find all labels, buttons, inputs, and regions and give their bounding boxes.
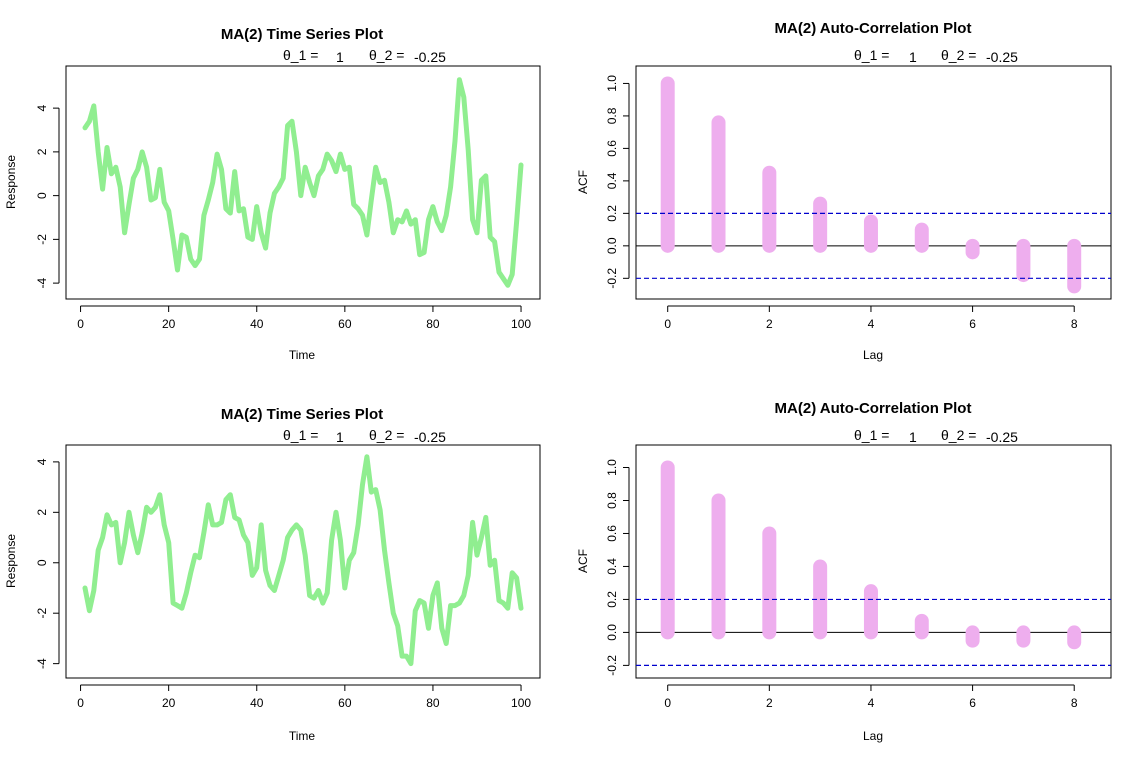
- y-tick-label: 0.0: [605, 237, 619, 254]
- y-tick-label: 0: [35, 559, 49, 566]
- x-tick-label: 40: [250, 696, 264, 710]
- y-tick-label: 2: [35, 148, 49, 155]
- y-axis-label: Response: [4, 155, 18, 209]
- plot-frame: [65, 65, 541, 300]
- y-tick-label: -4: [35, 658, 49, 669]
- y-axis-label: ACF: [576, 549, 590, 573]
- y-tick-label: -2: [35, 608, 49, 619]
- x-axis: 0 2 4 6 8: [664, 684, 1078, 710]
- y-axis: -4 -2 0 2 4: [35, 104, 60, 288]
- y-axis-label: Response: [4, 534, 18, 588]
- x-axis: 0 20 40 60 80 100: [77, 684, 531, 710]
- y-tick-label: 0.2: [605, 205, 619, 222]
- chart-title: MA(2) Auto-Correlation Plot: [775, 20, 972, 37]
- y-tick-label: 1.0: [605, 459, 619, 476]
- y-tick-label: 4: [35, 104, 49, 111]
- theta2-label: θ_2 =: [369, 427, 404, 443]
- y-tick-label: 0.8: [605, 107, 619, 124]
- x-axis-label: Time: [289, 729, 316, 743]
- y-tick-label: -0.2: [605, 268, 619, 289]
- y-tick-label: 0.0: [605, 624, 619, 641]
- x-tick-label: 0: [664, 317, 671, 331]
- acf-plot-bottom: MA(2) Auto-Correlation Plot θ_1 = 1 θ_2 …: [576, 400, 1112, 743]
- series-line: [82, 77, 524, 288]
- theta2-value: -0.25: [986, 429, 1018, 445]
- x-tick-label: 20: [162, 696, 176, 710]
- x-tick-label: 4: [868, 696, 875, 710]
- theta2-label: θ_2 =: [941, 47, 976, 63]
- x-tick-label: 60: [338, 696, 352, 710]
- theta2-value: -0.25: [414, 49, 446, 65]
- y-tick-label: 2: [35, 509, 49, 516]
- x-tick-label: 0: [664, 696, 671, 710]
- theta1-label: θ_1 =: [854, 427, 889, 443]
- x-axis-label: Lag: [863, 348, 883, 362]
- x-tick-label: 0: [77, 696, 84, 710]
- theta1-label: θ_1 =: [283, 427, 318, 443]
- theta2-value: -0.25: [986, 49, 1018, 65]
- y-tick-label: 0.4: [605, 558, 619, 575]
- x-tick-label: 2: [766, 696, 773, 710]
- y-tick-label: 0.6: [605, 140, 619, 157]
- series-polyline: [82, 454, 524, 667]
- y-tick-label: 0.4: [605, 172, 619, 189]
- chart-title: MA(2) Time Series Plot: [221, 406, 383, 423]
- x-tick-label: 100: [511, 696, 531, 710]
- y-tick-label: 4: [35, 458, 49, 465]
- y-tick-label: -4: [35, 277, 49, 288]
- plot-frame: [65, 444, 541, 679]
- series-line: [82, 454, 524, 667]
- theta1-value: 1: [909, 429, 917, 445]
- x-tick-label: 40: [250, 317, 264, 331]
- y-axis: -4 -2 0 2 4: [35, 458, 60, 669]
- x-tick-label: 80: [426, 317, 440, 331]
- x-tick-label: 100: [511, 317, 531, 331]
- acf-bars: [636, 460, 1111, 666]
- y-tick-label: 1.0: [605, 75, 619, 92]
- x-tick-label: 6: [969, 696, 976, 710]
- theta1-label: θ_1 =: [283, 47, 318, 63]
- theta2-value: -0.25: [414, 429, 446, 445]
- y-tick-label: -0.2: [605, 655, 619, 676]
- x-tick-label: 6: [969, 317, 976, 331]
- x-tick-label: 80: [426, 696, 440, 710]
- x-tick-label: 20: [162, 317, 176, 331]
- plot-frame: [635, 444, 1112, 679]
- x-axis: 0 20 40 60 80 100: [77, 305, 531, 331]
- x-axis: 0 2 4 6 8: [664, 305, 1078, 331]
- y-tick-label: 0.6: [605, 525, 619, 542]
- x-tick-label: 8: [1071, 317, 1078, 331]
- chart-title: MA(2) Time Series Plot: [221, 26, 383, 43]
- x-tick-label: 2: [766, 317, 773, 331]
- time-series-plot-bottom: MA(2) Time Series Plot θ_1 = 1 θ_2 = -0.…: [4, 406, 541, 743]
- y-axis-label: ACF: [576, 170, 590, 194]
- chart-title: MA(2) Auto-Correlation Plot: [775, 400, 972, 417]
- y-axis: -0.2 0.0 0.2 0.4 0.6 0.8 1.0: [605, 459, 630, 676]
- y-tick-label: 0.2: [605, 591, 619, 608]
- acf-plot-top: MA(2) Auto-Correlation Plot θ_1 = 1 θ_2 …: [576, 20, 1112, 362]
- x-tick-label: 60: [338, 317, 352, 331]
- y-axis: -0.2 0.0 0.2 0.4 0.6 0.8 1.0: [605, 75, 630, 289]
- theta1-value: 1: [336, 429, 344, 445]
- acf-bars: [636, 76, 1111, 294]
- plot-frame: [635, 65, 1112, 300]
- y-tick-label: -2: [35, 234, 49, 245]
- theta1-value: 1: [336, 49, 344, 65]
- theta2-label: θ_2 =: [941, 427, 976, 443]
- y-tick-label: 0: [35, 192, 49, 199]
- theta2-label: θ_2 =: [369, 47, 404, 63]
- x-axis-label: Time: [289, 348, 316, 362]
- x-axis-label: Lag: [863, 729, 883, 743]
- x-tick-label: 8: [1071, 696, 1078, 710]
- time-series-plot-top: MA(2) Time Series Plot θ_1 = 1 θ_2 = -0.…: [4, 26, 541, 362]
- x-tick-label: 0: [77, 317, 84, 331]
- theta1-value: 1: [909, 49, 917, 65]
- series-polyline: [82, 77, 524, 288]
- theta1-label: θ_1 =: [854, 47, 889, 63]
- x-tick-label: 4: [868, 317, 875, 331]
- y-tick-label: 0.8: [605, 492, 619, 509]
